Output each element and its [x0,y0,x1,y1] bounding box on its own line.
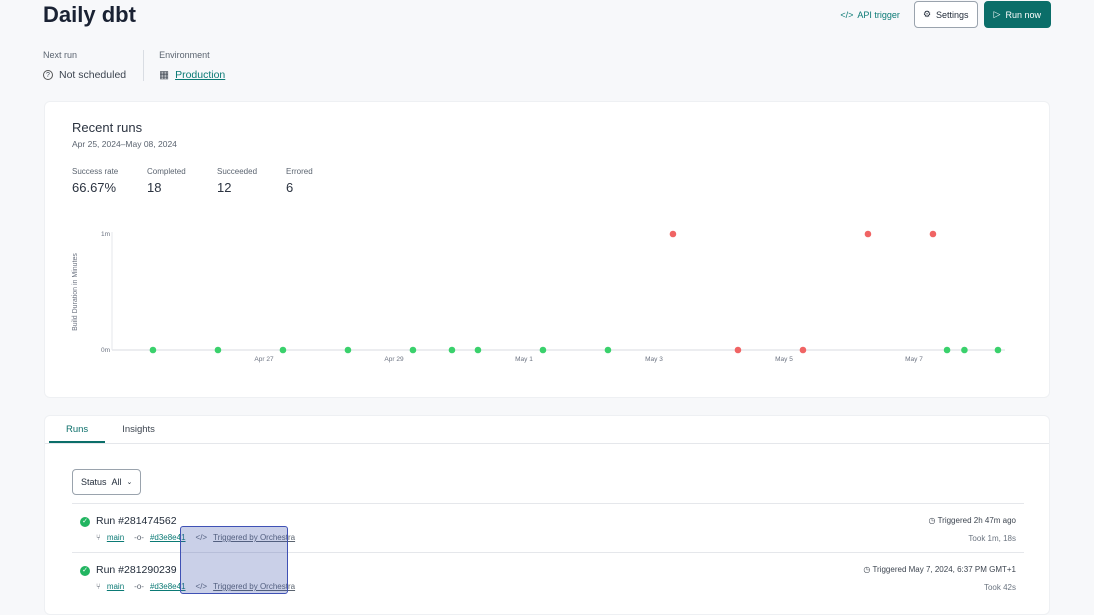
runs-panel: Runs Insights Status All ⌄ ✓ Run #28147456… [44,415,1050,615]
x-tick-label: May 7 [905,356,923,363]
run-point-success [961,346,968,354]
commit-link[interactable]: #d3e8e41 [149,533,186,542]
environment-icon: ▦ [159,69,170,81]
branch-icon: ⑂ [96,533,101,542]
date-range: Apr 25, 2024–May 08, 2024 [72,139,177,149]
x-tick-label: May 5 [775,356,793,363]
run-row[interactable]: ✓ Run #281474562 ⑂ main -o- #d3e8e41 </> Tr… [72,503,1024,552]
run-point-success [943,346,951,354]
chevron-down-icon: ⌄ [126,479,133,486]
trigger-source-link[interactable]: Triggered by Orchestra [213,533,296,542]
trigger-source-link[interactable]: Triggered by Orchestra [213,582,296,591]
branch-icon: ⑂ [96,582,101,591]
selection-highlight [180,526,288,594]
run-point-success [409,346,417,354]
branch-link[interactable]: main [106,533,125,542]
recent-runs-title: Recent runs [72,120,143,135]
run-duration: Took 42s [983,583,1016,592]
commit-link[interactable]: #d3e8e41 [149,582,186,591]
settings-button[interactable]: ⚙ Settings [913,1,978,28]
filter-value: All [111,477,122,487]
gear-icon: ⚙ [922,9,932,19]
triggered-time: Triggered May 7, 2024, 6:37 PM GMT+1 [872,565,1016,574]
run-now-button[interactable]: ▷ Run now [983,1,1051,28]
run-point-success [279,346,287,354]
stat-value: 66.67% [72,180,117,195]
stat-value: 12 [217,180,232,195]
stat-succeeded: Succeeded 12 [217,167,264,195]
run-now-label: Run now [1005,9,1041,20]
code-icon: </> [195,533,208,542]
triggered-time: Triggered 2h 47m ago [937,516,1016,525]
recent-runs-card: Recent runs Apr 25, 2024–May 08, 2024 Su… [44,101,1050,398]
run-point-error [799,346,807,354]
run-point-error [929,230,937,238]
status-filter[interactable]: Status All ⌄ [72,469,142,495]
run-name[interactable]: Run #281290239 [96,564,177,576]
run-row[interactable]: ✓ Run #281290239 ⑂ main -o- #d3e8e41 </> Tr… [72,552,1024,601]
tab-insights[interactable]: Insights [122,424,155,435]
x-tick-label: May 1 [515,356,533,363]
run-point-success [604,346,612,354]
branch-link[interactable]: main [106,582,125,591]
stat-completed: Completed 18 [147,167,195,195]
success-check-icon: ✓ [80,517,90,527]
build-duration-chart: 0m 1m Build Duration in Minutes Apr 27 Apr 2… [72,230,1005,363]
run-duration: Took 1m, 18s [968,534,1016,543]
next-run-value: Not scheduled [59,69,127,81]
x-tick-label: Apr 29 [384,356,404,363]
code-icon: </> [195,582,208,591]
y-axis-label: Build Duration in Minutes [72,253,79,331]
page-title: Daily dbt [43,2,136,27]
run-point-error [864,230,872,238]
stat-label: Errored [286,167,313,176]
stat-label: Success rate [72,167,119,176]
question-icon: ? [43,70,53,80]
stat-success-rate: Success rate 66.67% [72,167,125,195]
api-trigger-button[interactable]: </> API trigger [840,10,900,20]
tab-runs[interactable]: Runs [49,416,106,443]
x-tick-label: May 3 [645,356,663,363]
run-point-success [474,346,482,354]
run-point-error [734,346,742,354]
y-tick-label: 1m [101,231,110,238]
run-point-success [994,346,1002,354]
stat-value: 18 [147,180,162,195]
code-icon: </> [840,9,854,20]
stat-label: Completed [147,167,186,176]
clock-icon: ◷ [863,565,871,574]
run-point-success [344,346,352,354]
run-point-success [448,346,456,354]
clock-icon: ◷ [928,516,936,525]
run-point-success [149,346,157,354]
environment-link[interactable]: Production [175,69,226,81]
x-tick-label: Apr 27 [254,356,274,363]
y-tick-label: 0m [101,347,110,354]
settings-label: Settings [936,9,969,20]
run-point-success [214,346,222,354]
success-check-icon: ✓ [80,566,90,576]
stat-value: 6 [286,180,294,195]
api-trigger-label: API trigger [857,9,900,20]
play-icon: ▷ [993,9,1001,19]
stat-label: Succeeded [217,167,258,176]
next-run-label: Next run [43,50,78,60]
commit-icon: -o- [134,533,144,542]
filter-label: Status [81,477,107,487]
stat-errored: Errored 6 [286,167,313,195]
commit-icon: -o- [134,582,144,591]
run-name[interactable]: Run #281474562 [96,515,177,527]
run-point-error [669,230,677,238]
environment-label: Environment [159,50,210,60]
run-point-success [539,346,547,354]
